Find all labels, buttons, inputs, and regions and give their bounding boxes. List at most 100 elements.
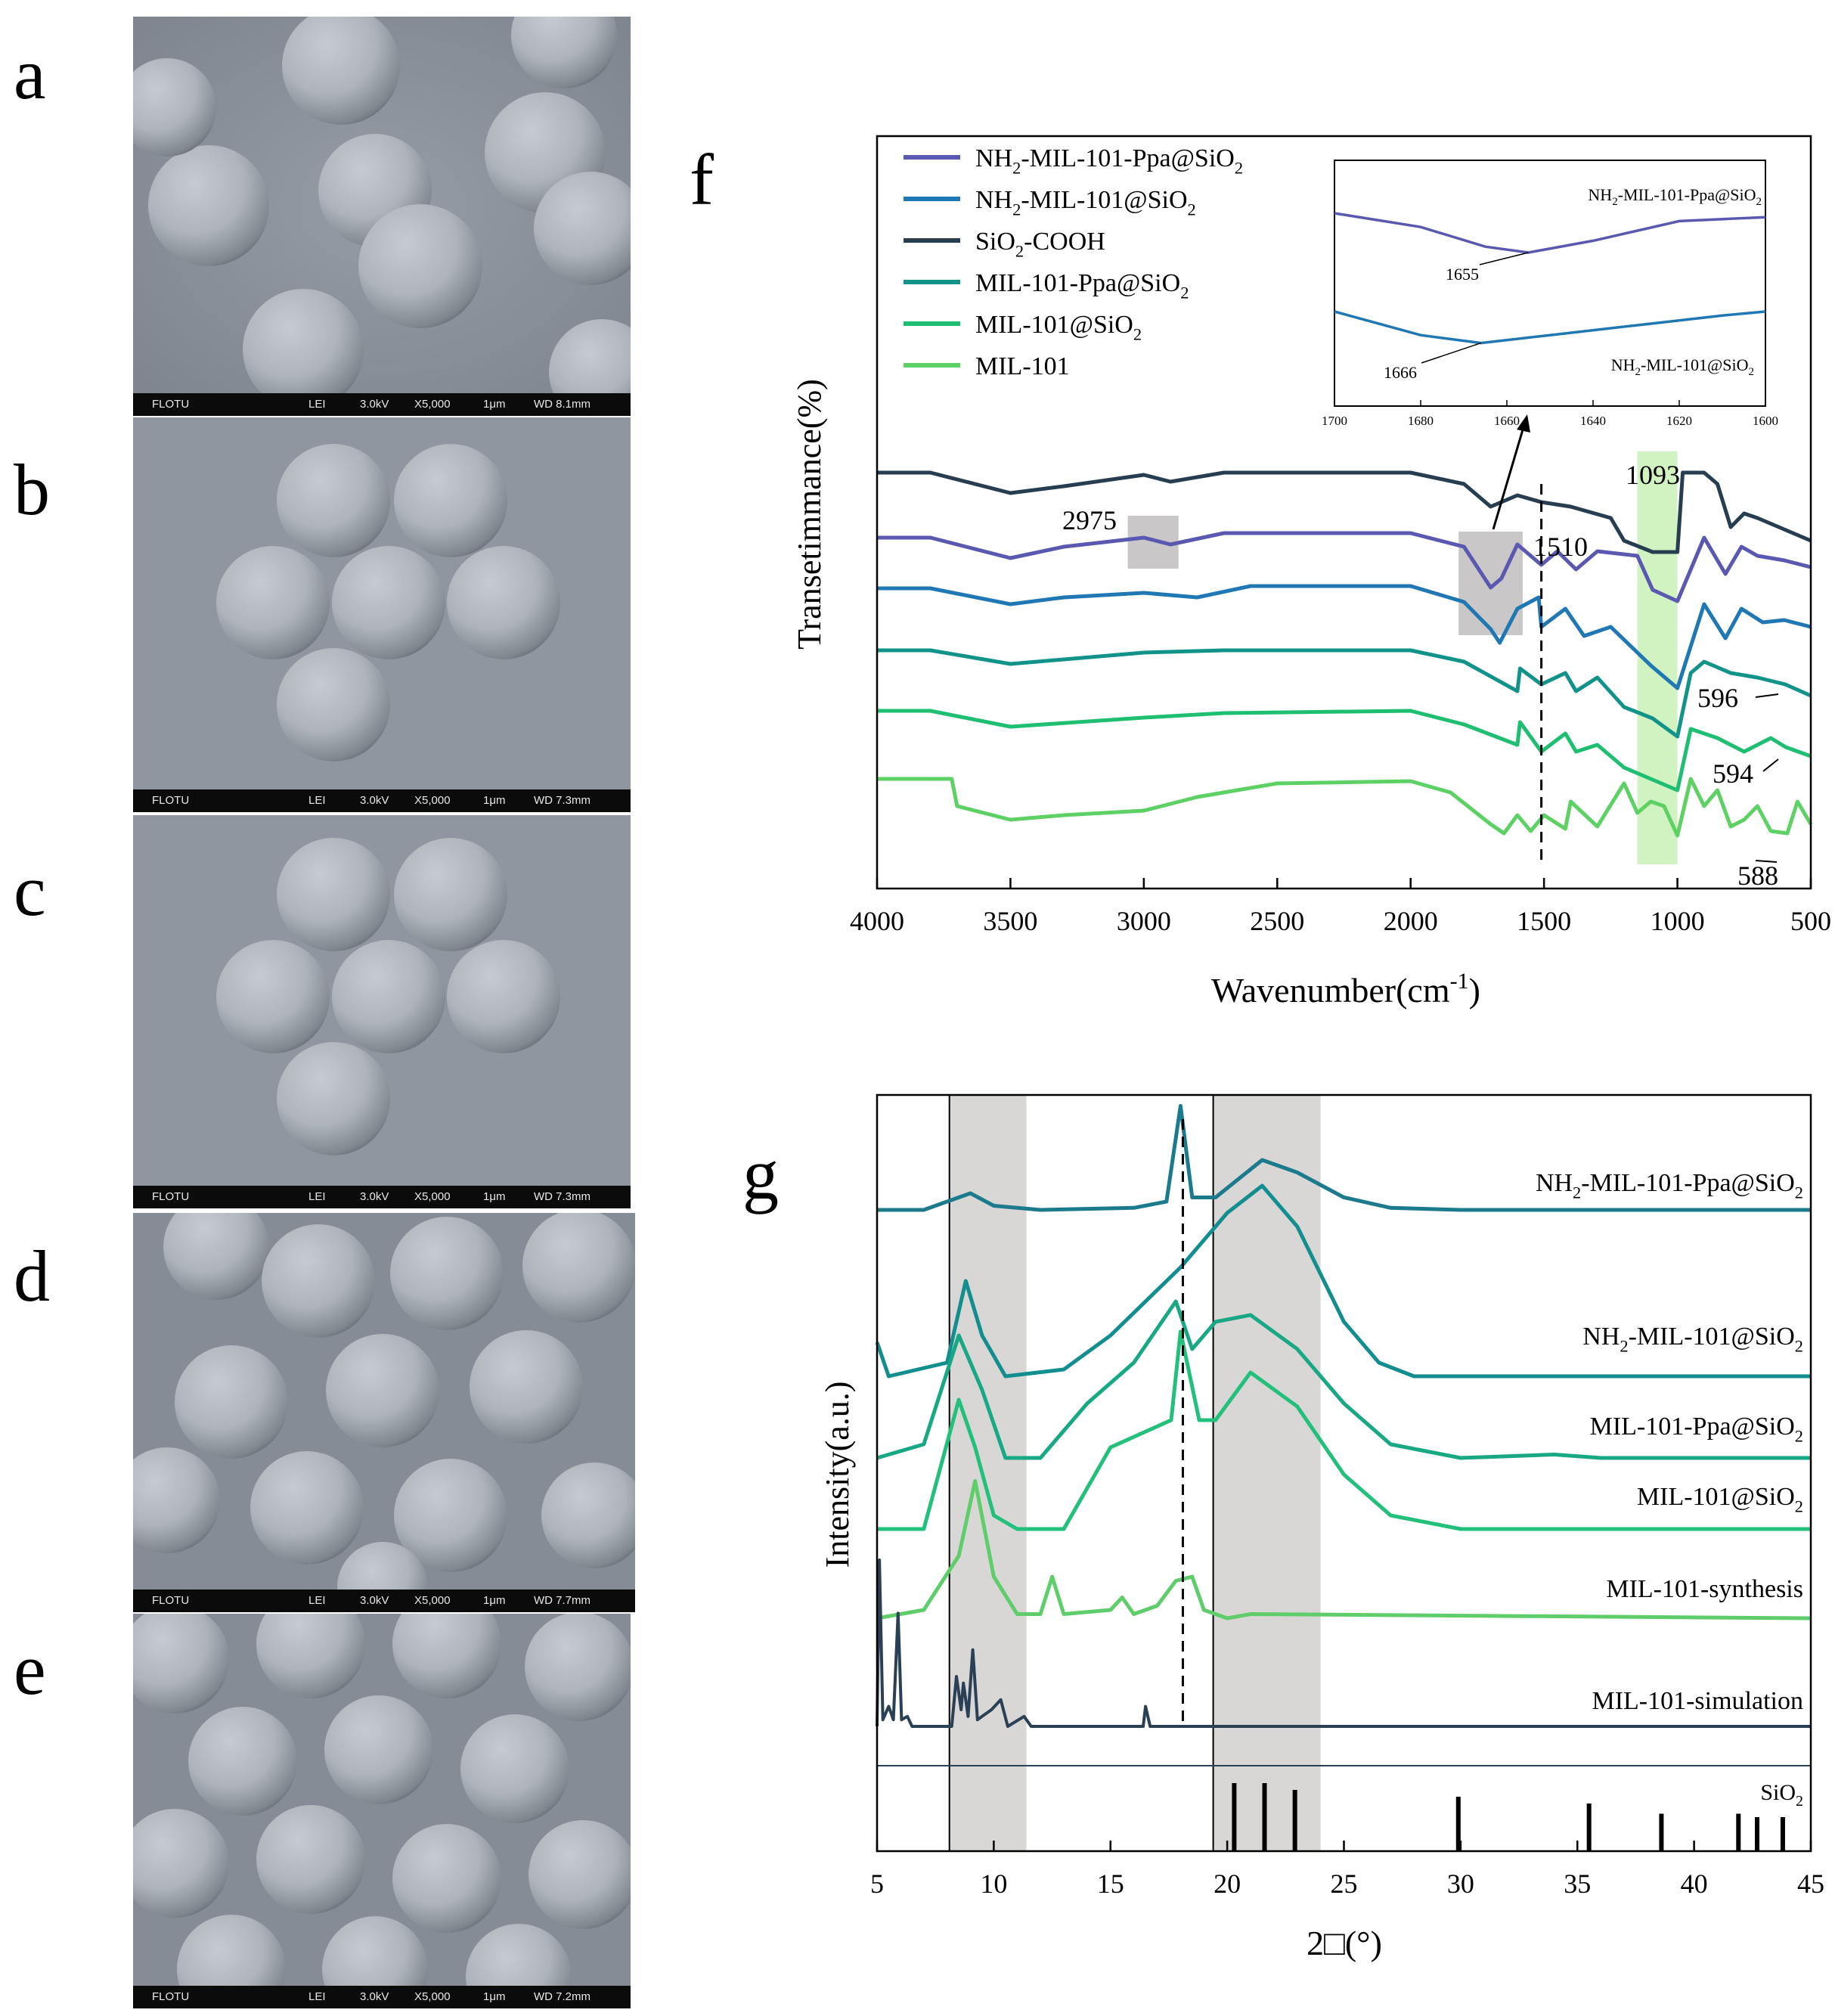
xrd-plot-frame [876,1093,1812,1853]
ftir-x-tick-label: 500 [1790,906,1831,936]
inset-x-tick-label: 1620 [1666,414,1692,428]
ftir-x-tick-label: 1000 [1651,906,1705,936]
ftir-peak-label: 1093 [1626,460,1680,490]
inset-label-top: NH2-MIL-101-Ppa@SiO2 [1588,185,1762,208]
ftir-legend-label: MIL-101@SiO2 [975,311,1142,344]
ftir-legend-label: NH2-MIL-101@SiO2 [975,186,1196,219]
ftir-series [877,470,1813,838]
ftir-x-ticks: 4000 3500 3000 2500 2000 1500 1000 500 [850,878,1831,936]
xrd-x-tick-label: 35 [1564,1869,1591,1899]
xrd-series-line [875,1183,1811,1379]
sem-spheres-a [133,17,631,393]
ftir-x-tick-label: 4000 [850,906,904,936]
ftir-x-tick-label: 2000 [1384,906,1438,936]
inset-label-bottom: NH2-MIL-101@SiO2 [1611,355,1754,378]
sem-voltage: 3.0kV [360,1594,389,1607]
inset-minimum-label: 1666 [1384,363,1417,382]
sem-scale: 1μm [483,1190,506,1203]
xrd-sio2-reference [1232,1783,1785,1851]
sem-brand: FLOTU [152,1990,190,2003]
ftir-peak-label: 596 [1697,683,1738,713]
ftir-legend-label: NH2-MIL-101-Ppa@SiO2 [975,144,1243,178]
ftir-series-line [877,531,1812,603]
xrd-x-tick-label: 30 [1447,1869,1474,1899]
xrd-x-tick-label: 25 [1331,1869,1358,1899]
sem-scale: 1μm [483,794,506,807]
ftir-series-line [877,470,1812,554]
sem-magnification: X5,000 [414,1594,451,1607]
xrd-series-label: MIL-101-synthesis [1606,1575,1803,1603]
xrd-series-line [876,1559,1811,1728]
ftir-x-tick-label: 1500 [1517,906,1571,936]
sem-detector: LEI [308,794,326,807]
sem-voltage: 3.0kV [360,1990,389,2003]
xrd-x-tick-label: 10 [980,1869,1007,1899]
sem-image-b: FLOTU LEI 3.0kV X5,000 1μm WD 7.3mm [133,417,631,812]
xrd-series-line [877,1329,1811,1531]
sem-detector: LEI [308,1190,326,1203]
sem-wd: WD 7.3mm [534,794,590,807]
inset-x-tick-label: 1680 [1408,414,1434,428]
sem-detector: LEI [308,398,326,411]
inset-x-tick-label: 1700 [1322,414,1347,428]
ftir-y-axis-label: Transetimmance(%) [791,379,828,650]
ftir-legend-label: MIL-101 [975,352,1070,380]
panel-label-f: f [690,139,714,220]
sem-scale: 1μm [483,398,506,411]
xrd-x-tick-label: 5 [870,1869,884,1899]
sem-voltage: 3.0kV [360,1190,389,1203]
xrd-x-ticks: 5 10 15 20 25 30 35 40 45 [870,1841,1824,1899]
sem-info-bar: FLOTU LEI 3.0kV X5,000 1μm WD 7.7mm [133,1590,635,1612]
ftir-peak-label: 1510 [1533,532,1588,562]
xrd-series-line [876,1299,1811,1460]
sem-info-bar: FLOTU LEI 3.0kV X5,000 1μm WD 7.3mm [133,1186,631,1208]
sem-magnification: X5,000 [414,1190,451,1203]
inset-frame [1334,160,1766,407]
sem-spheres-d [133,1213,635,1590]
sem-detector: LEI [308,1594,326,1607]
xrd-x-tick-label: 15 [1097,1869,1124,1899]
sem-magnification: X5,000 [414,794,451,807]
inset-pointer-arrow [1492,426,1525,530]
xrd-x-axis-label: 2□(°) [1307,1924,1382,1962]
ftir-peak-leader [1762,758,1779,772]
sem-info-bar: FLOTU LEI 3.0kV X5,000 1μm WD 8.1mm [133,393,631,416]
panel-label-b: b [14,449,50,530]
xrd-series-label: NH2-MIL-101@SiO2 [1582,1323,1803,1356]
sem-brand: FLOTU [152,794,190,807]
sem-spheres-b [133,417,631,789]
panel-label-a: a [14,33,46,114]
sem-wd: WD 7.2mm [534,1990,590,2003]
sem-voltage: 3.0kV [360,398,389,411]
xrd-series-label: MIL-101@SiO2 [1637,1483,1803,1516]
sem-spheres-e [133,1614,631,1986]
sem-scale: 1μm [483,1594,506,1607]
xrd-y-axis-label: Intensity(a.u.) [819,1382,856,1568]
inset-x-tick-label: 1660 [1494,414,1520,428]
ftir-series-line [877,777,1813,838]
ftir-legend: NH2-MIL-101-Ppa@SiO2 NH2-MIL-101@SiO2 SiO2… [904,144,1243,380]
xrd-x-tick-label: 20 [1214,1869,1241,1899]
inset-series: 1655 1666 [1334,212,1766,382]
panel-label-g: g [742,1134,779,1214]
panel-label-c: c [14,850,46,931]
ftir-x-tick-label: 3000 [1117,906,1171,936]
sem-brand: FLOTU [152,398,190,411]
ftir-peak-leader [1755,693,1779,698]
ftir-legend-label: MIL-101-Ppa@SiO2 [975,269,1189,302]
sem-image-d: FLOTU LEI 3.0kV X5,000 1μm WD 7.7mm [133,1213,635,1612]
ftir-x-tick-label: 2500 [1250,906,1304,936]
xrd-shaded-regions [948,1095,1321,1851]
ftir-plot-frame [876,135,1812,890]
inset-minimum-leader [1421,342,1482,364]
ftir-legend-label: SiO2-COOH [975,228,1105,261]
ftir-peak-label: 2975 [1062,505,1117,535]
ftir-series-line [877,648,1812,739]
inset-x-tick-label: 1640 [1580,414,1606,428]
xrd-reference-label: SiO2 [1760,1780,1803,1810]
sem-image-e: FLOTU LEI 3.0kV X5,000 1μm WD 7.2mm [133,1614,631,2008]
xrd-shaded-region [1213,1095,1321,1851]
ftir-peak-labels: 2975 1510 1093 596 594 588 [1062,460,1779,891]
sem-image-c: FLOTU LEI 3.0kV X5,000 1μm WD 7.3mm [133,815,631,1208]
xrd-series-label: NH2-MIL-101-Ppa@SiO2 [1536,1169,1803,1202]
